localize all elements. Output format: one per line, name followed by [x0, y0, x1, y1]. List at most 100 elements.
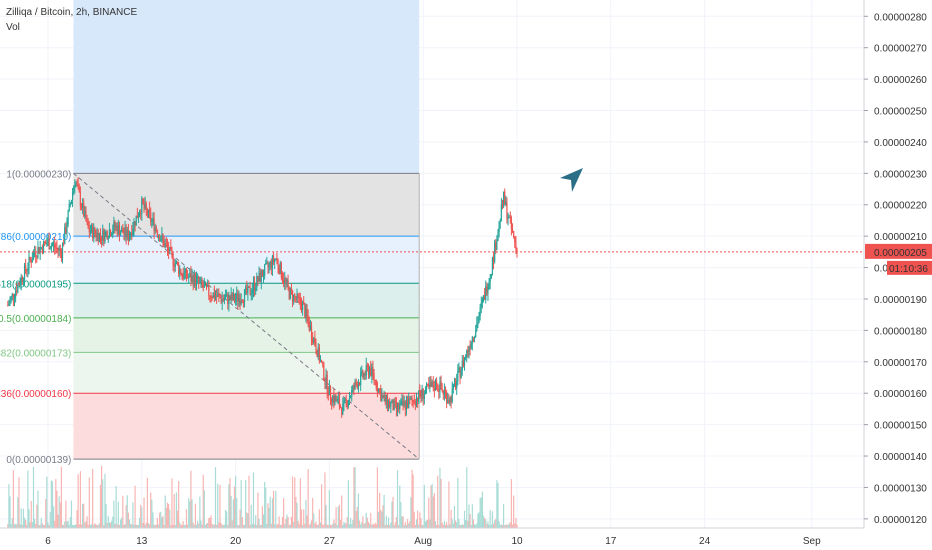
volume-bar: [232, 499, 234, 528]
candle-body: [190, 273, 192, 282]
candle-body: [222, 298, 224, 301]
candle-body: [127, 230, 129, 241]
candle-body: [208, 285, 210, 296]
volume-bar: [66, 521, 68, 528]
candle-body: [506, 202, 508, 219]
volume-bar: [509, 522, 511, 528]
volume-bar: [252, 472, 255, 528]
candle-body: [259, 272, 261, 282]
volume-bar: [163, 524, 165, 528]
volume-bar: [119, 519, 122, 528]
candle-body: [399, 404, 401, 410]
candle-body: [155, 227, 157, 231]
volume-bar: [42, 525, 45, 528]
volume-bar: [239, 509, 241, 528]
volume-bar: [508, 523, 510, 528]
volume-bar: [97, 525, 99, 528]
candle-body: [442, 390, 444, 395]
candle-body: [401, 400, 403, 402]
candle-body: [515, 242, 517, 249]
volume-bar: [491, 511, 494, 528]
volume-bar: [421, 524, 423, 528]
fib-level-label: 0.236(0.00000160): [0, 389, 71, 400]
candle-body: [46, 243, 48, 245]
last-price-label: 0.00000205: [874, 248, 927, 259]
candle-body: [140, 213, 142, 215]
volume-bar: [107, 515, 109, 528]
candle-body: [293, 294, 295, 302]
candle-body: [25, 265, 27, 271]
volume-bar: [385, 515, 387, 528]
candle-body: [218, 293, 220, 295]
candle-body: [380, 390, 382, 401]
volume-bar: [94, 523, 96, 528]
volume-bar: [516, 524, 518, 528]
candle-body: [505, 202, 507, 205]
volume-bar: [440, 478, 442, 528]
candle-body: [341, 407, 343, 415]
volume-bar: [505, 524, 507, 528]
volume-bar: [86, 516, 88, 528]
time-axis[interactable]: 6 13 20 27 Aug 10 17 24 Sep: [0, 527, 864, 547]
candle-body: [185, 268, 188, 278]
chart-title: Zilliqa / Bitcoin, 2h, BINANCE: [6, 7, 138, 18]
volume-bar: [17, 497, 19, 528]
volume-bar: [22, 508, 25, 528]
volume-bar: [49, 512, 51, 528]
candle-body: [114, 221, 116, 228]
volume-bar: [334, 523, 336, 528]
candle-body: [173, 264, 175, 267]
candle-body: [315, 345, 317, 352]
volume-bar: [310, 520, 313, 528]
volume-bar: [83, 503, 85, 528]
price-axis[interactable]: 0.00000120 0.00000130 0.00000140 0.00000150…: [863, 0, 927, 528]
volume-bar: [459, 524, 461, 528]
fib-retracement[interactable]: 1(0.00000230) 0.786(0.00000210) 0.618(0.00…: [0, 0, 420, 466]
candle-body: [307, 316, 309, 322]
candle-body: [379, 388, 381, 391]
volume-bar: [153, 524, 155, 528]
volume-bar: [410, 497, 412, 528]
volume-bar: [135, 524, 137, 528]
candle-body: [16, 290, 18, 293]
volume-bar: [275, 490, 277, 528]
candle-body: [236, 293, 238, 300]
candle-body: [362, 370, 364, 378]
volume-bar: [419, 512, 421, 528]
candle-body: [210, 296, 212, 298]
volume-bar: [496, 480, 498, 528]
candle-body: [353, 385, 355, 389]
candle-body: [102, 230, 104, 241]
volume-bar: [367, 521, 370, 528]
volume-bar: [475, 524, 477, 528]
volume-bar: [7, 524, 9, 528]
candle-body: [298, 296, 300, 298]
candle-body: [132, 229, 134, 236]
volume-bar: [283, 497, 285, 528]
volume-bar: [59, 502, 61, 528]
candle-body: [501, 204, 504, 207]
volume-bar: [235, 475, 237, 528]
volume-bar: [386, 524, 389, 528]
y-tick-label: 0.00000260: [874, 75, 927, 86]
volume-bar: [161, 517, 163, 528]
candle-body: [285, 278, 287, 282]
candle-body: [449, 397, 451, 403]
volume-bar: [294, 477, 296, 528]
volume-bar: [258, 518, 260, 528]
volume-bar: [272, 490, 275, 528]
candle-body: [323, 363, 325, 380]
volume-bar: [134, 485, 136, 528]
candle-body: [444, 391, 447, 393]
candle-body: [204, 282, 207, 286]
volume-bar: [406, 519, 409, 528]
candle-body: [383, 395, 385, 398]
volume-bar: [259, 524, 261, 528]
volume-bar: [471, 504, 473, 528]
candle-body: [415, 397, 418, 406]
volume-bar: [461, 524, 463, 528]
volume-bar: [12, 470, 14, 528]
volume-bar: [19, 524, 21, 528]
volume-bar: [492, 523, 495, 528]
